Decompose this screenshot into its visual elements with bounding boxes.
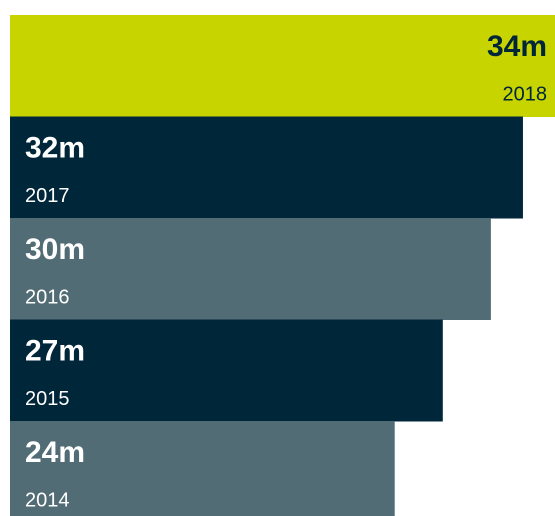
bar [10, 319, 443, 422]
bar [10, 116, 523, 219]
value-label: 27m [25, 334, 85, 367]
value-label: 24m [25, 436, 85, 469]
category-label: 2017 [25, 185, 70, 207]
category-label: 2014 [25, 489, 70, 511]
bar [10, 15, 555, 117]
category-label: 2015 [25, 388, 70, 410]
bar [10, 218, 491, 320]
value-label: 34m [487, 30, 547, 63]
category-label: 2016 [25, 286, 70, 308]
value-label: 32m [25, 131, 85, 164]
category-label: 2018 [503, 83, 548, 105]
value-label: 30m [25, 233, 85, 266]
bar [10, 421, 395, 516]
